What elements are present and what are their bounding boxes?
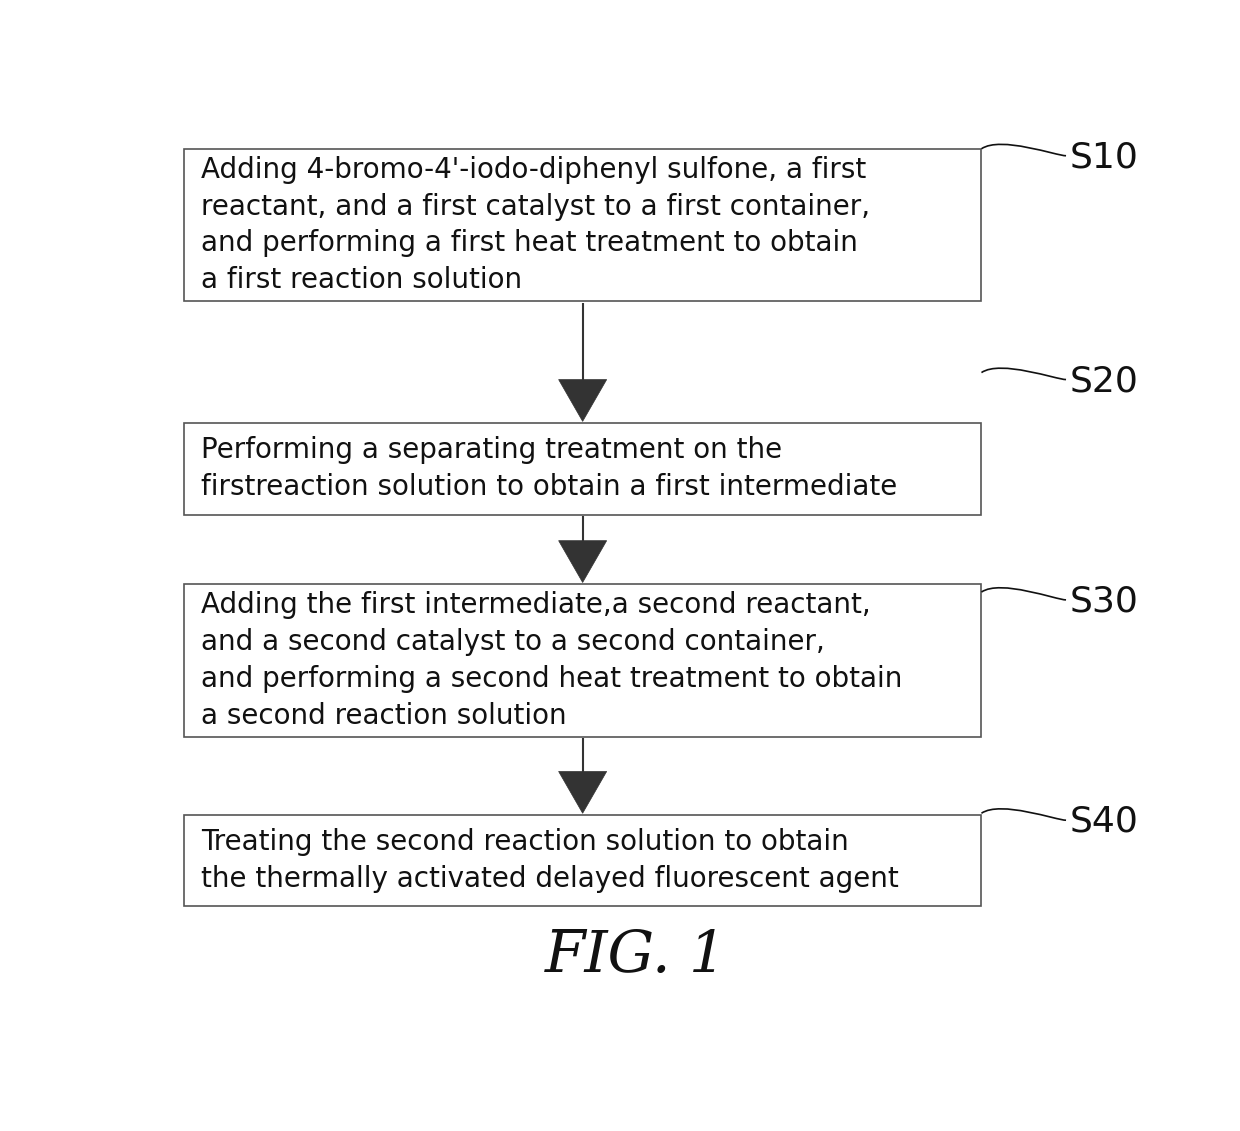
FancyBboxPatch shape bbox=[184, 585, 982, 736]
FancyBboxPatch shape bbox=[184, 423, 982, 515]
Polygon shape bbox=[558, 541, 606, 582]
Text: Treating the second reaction solution to obtain
the thermally activated delayed : Treating the second reaction solution to… bbox=[201, 828, 899, 893]
Polygon shape bbox=[558, 380, 606, 422]
Text: Adding the first intermediate,a second reactant,
and a second catalyst to a seco: Adding the first intermediate,a second r… bbox=[201, 592, 903, 729]
Text: Performing a separating treatment on the
firstreaction solution to obtain a firs: Performing a separating treatment on the… bbox=[201, 437, 898, 501]
Text: S10: S10 bbox=[1070, 140, 1138, 174]
Text: FIG. 1: FIG. 1 bbox=[544, 929, 727, 985]
Text: S20: S20 bbox=[1070, 364, 1138, 398]
Text: S30: S30 bbox=[1070, 585, 1138, 619]
FancyBboxPatch shape bbox=[184, 149, 982, 301]
Text: S40: S40 bbox=[1070, 804, 1138, 838]
Polygon shape bbox=[558, 771, 606, 813]
Text: Adding 4-bromo-4'-iodo-diphenyl sulfone, a first
reactant, and a first catalyst : Adding 4-bromo-4'-iodo-diphenyl sulfone,… bbox=[201, 156, 870, 294]
FancyBboxPatch shape bbox=[184, 815, 982, 906]
